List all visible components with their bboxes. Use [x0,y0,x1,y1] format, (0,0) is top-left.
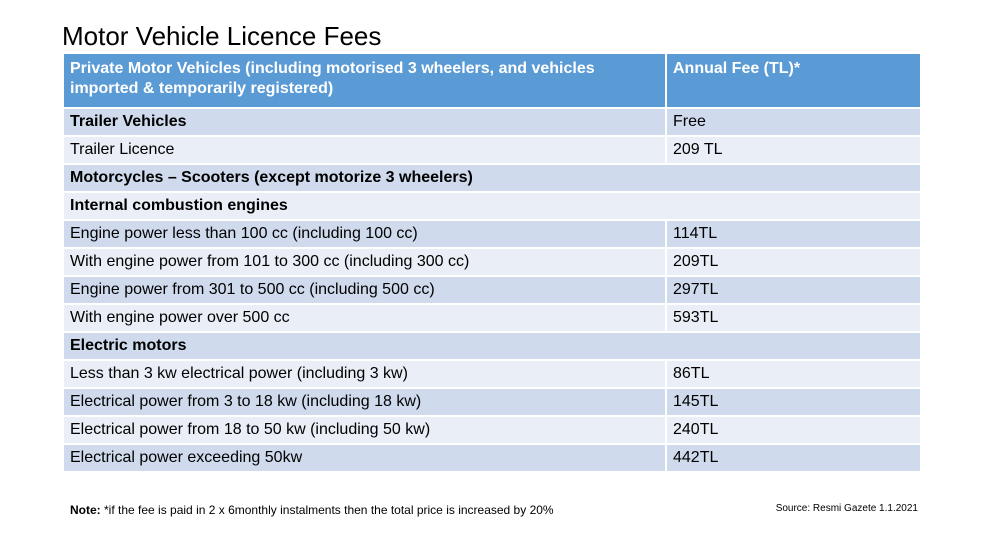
annual-fee-cell: Free [665,107,922,137]
vehicle-category-cell: With engine power over 500 cc [62,303,667,333]
annual-fee-cell: 442TL [665,443,922,473]
page-title: Motor Vehicle Licence Fees [62,21,382,51]
annual-fee-cell: 145TL [665,387,922,417]
annual-fee-cell: 209TL [665,247,922,277]
annual-fee-cell: 593TL [665,303,922,333]
table-row: Electrical power from 18 to 50 kw (inclu… [62,415,922,445]
table-row: Engine power from 301 to 500 cc (includi… [62,275,922,305]
column-header-vehicle-category: Private Motor Vehicles (including motori… [62,52,667,109]
footnote-label: Note: [70,503,101,517]
table-row: Internal combustion engines [62,191,922,221]
annual-fee-cell: 297TL [665,275,922,305]
annual-fee-cell: 114TL [665,219,922,249]
section-heading-cell: Internal combustion engines [62,191,922,221]
source-citation: Source: Resmi Gazete 1.1.2021 [775,503,918,514]
table-row: With engine power over 500 cc 593TL [62,303,922,333]
vehicle-category-cell: Electrical power from 3 to 18 kw (includ… [62,387,667,417]
annual-fee-cell: 240TL [665,415,922,445]
vehicle-category-cell: Less than 3 kw electrical power (includi… [62,359,667,389]
vehicle-category-cell: Trailer Vehicles [62,107,667,137]
section-heading-cell: Motorcycles – Scooters (except motorize … [62,163,922,193]
footnote: Note: *if the fee is paid in 2 x 6monthl… [70,503,554,517]
table-row: Engine power less than 100 cc (including… [62,219,922,249]
annual-fee-cell: 86TL [665,359,922,389]
section-heading-cell: Electric motors [62,331,922,361]
column-header-annual-fee: Annual Fee (TL)* [665,52,922,109]
table-row: Trailer Vehicles Free [62,107,922,137]
footnote-text: *if the fee is paid in 2 x 6monthly inst… [100,503,554,517]
table-row: Electrical power from 3 to 18 kw (includ… [62,387,922,417]
table-row: Less than 3 kw electrical power (includi… [62,359,922,389]
vehicle-category-cell: With engine power from 101 to 300 cc (in… [62,247,667,277]
vehicle-category-cell: Electrical power from 18 to 50 kw (inclu… [62,415,667,445]
table-body: Trailer Vehicles Free Trailer Licence 209 T… [62,107,922,473]
vehicle-category-cell: Engine power from 301 to 500 cc (includi… [62,275,667,305]
table-row: With engine power from 101 to 300 cc (in… [62,247,922,277]
vehicle-category-cell: Trailer Licence [62,135,667,165]
fee-table: Private Motor Vehicles (including motori… [62,52,922,473]
table-header-row: Private Motor Vehicles (including motori… [62,52,922,109]
table-row: Motorcycles – Scooters (except motorize … [62,163,922,193]
table-row: Trailer Licence 209 TL [62,135,922,165]
annual-fee-cell: 209 TL [665,135,922,165]
vehicle-category-cell: Electrical power exceeding 50kw [62,443,667,473]
vehicle-category-cell: Engine power less than 100 cc (including… [62,219,667,249]
table-row: Electric motors [62,331,922,361]
table-row: Electrical power exceeding 50kw 442TL [62,443,922,473]
